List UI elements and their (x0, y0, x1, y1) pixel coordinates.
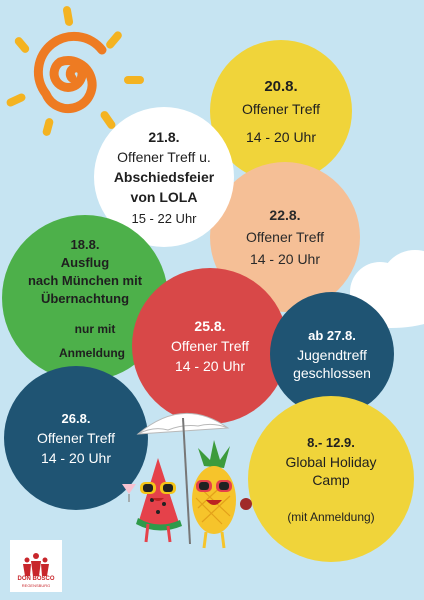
event-title-line3: Übernachtung (40, 290, 130, 306)
event-note-line2: Anmeldung (59, 345, 125, 360)
event-22-8: 22.8. Offener Treff 14 - 20 Uhr (210, 162, 360, 312)
event-note: (mit Anmeldung) (287, 509, 375, 524)
event-time: 14 - 20 Uhr (40, 449, 112, 466)
fruit-characters-illustration (122, 412, 252, 549)
event-time: 14 - 20 Uhr (249, 251, 321, 267)
logo-line1: DON BOSCO (17, 576, 55, 582)
event-title-line2: nach München mit (27, 272, 143, 288)
event-date: 26.8. (61, 410, 91, 426)
logo-figures-icon (23, 553, 49, 576)
event-title: Global Holiday (285, 453, 377, 470)
event-21-8: 21.8. Offener Treff u. Abschiedsfeier vo… (94, 107, 234, 247)
event-time: 15 - 22 Uhr (131, 210, 197, 226)
event-title-line2: Camp (312, 471, 350, 488)
event-title: Jugendtreff (297, 346, 367, 363)
event-date: 22.8. (269, 207, 301, 223)
event-time: 14 - 20 Uhr (174, 358, 246, 374)
event-date: ab 27.8. (308, 327, 356, 343)
event-date: 20.8. (264, 77, 298, 95)
event-title-line2: geschlossen (293, 364, 371, 381)
event-20-8: 20.8. Offener Treff 14 - 20 Uhr (210, 40, 352, 182)
don-bosco-logo: DON BOSCO REGENSBURG (10, 540, 62, 592)
event-title: Offener Treff (170, 338, 250, 354)
event-note: nur mit (74, 321, 116, 336)
event-date: 18.8. (70, 236, 100, 252)
event-title: Offener Treff (36, 429, 116, 446)
event-title: Offener Treff (241, 100, 321, 117)
event-date: 8.- 12.9. (307, 434, 355, 450)
event-title-line3: von LOLA (130, 188, 198, 205)
event-8-12-9: 8.- 12.9. Global Holiday Camp (mit Anmel… (248, 396, 414, 562)
event-title: Offener Treff (245, 229, 325, 245)
event-title: Ausflug (60, 254, 110, 270)
event-25-8: 25.8. Offener Treff 14 - 20 Uhr (132, 268, 288, 424)
logo-line2: REGENSBURG (21, 583, 51, 588)
sun-icon (6, 6, 144, 136)
event-date: 21.8. (148, 128, 180, 145)
event-title-line2: Abschiedsfeier (113, 168, 215, 185)
event-time: 14 - 20 Uhr (245, 128, 317, 145)
event-27-8: ab 27.8. Jugendtreff geschlossen (270, 292, 394, 416)
event-title: Offener Treff u. (117, 148, 211, 165)
event-date: 25.8. (194, 318, 226, 334)
